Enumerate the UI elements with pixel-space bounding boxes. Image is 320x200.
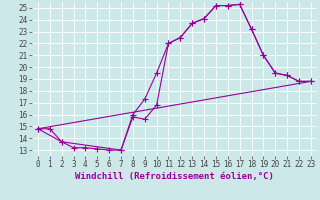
X-axis label: Windchill (Refroidissement éolien,°C): Windchill (Refroidissement éolien,°C)	[75, 172, 274, 181]
